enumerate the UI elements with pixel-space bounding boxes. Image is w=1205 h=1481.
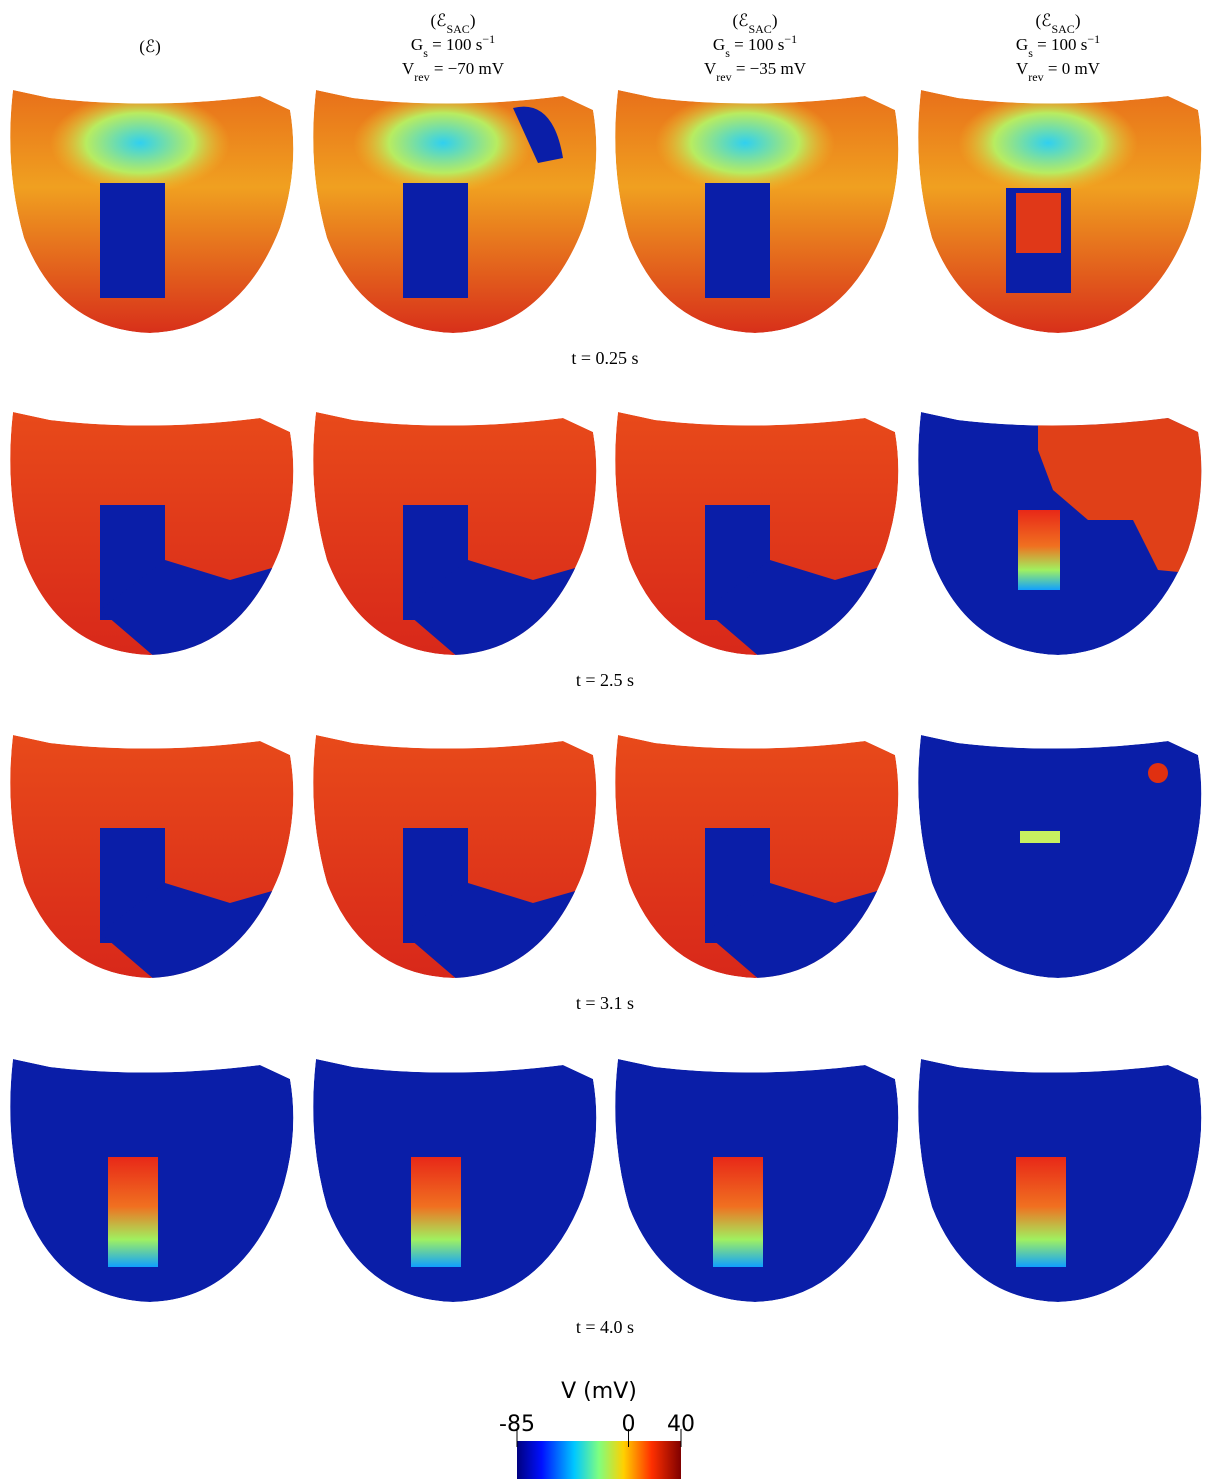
column-header: (ℰ)	[139, 37, 161, 56]
colorbar-tick-label: -85	[499, 1412, 535, 1437]
time-label: t = 3.1 s	[576, 993, 634, 1013]
header-part: G	[713, 35, 725, 54]
colorbar-title: V (mV)	[561, 1379, 637, 1404]
header-part: −1	[1087, 32, 1100, 46]
header-part: rev	[414, 70, 429, 84]
header-part: −1	[784, 32, 797, 46]
header-part: −1	[482, 32, 495, 46]
header-part: )	[470, 11, 476, 30]
heart-panel	[918, 735, 1201, 978]
header-part: rev	[716, 70, 731, 84]
patch-core	[1016, 193, 1061, 253]
column-header: (ℰSAC)	[431, 11, 476, 36]
header-part: = −70 mV	[430, 59, 505, 78]
patch	[1018, 510, 1060, 590]
column-header: Vrev = −35 mV	[704, 59, 807, 84]
time-label: t = 2.5 s	[576, 670, 634, 690]
header-part: (ℰ	[431, 11, 447, 30]
heart-panel	[313, 412, 603, 670]
header-part: = 0 mV	[1044, 59, 1101, 78]
header-part: )	[772, 11, 778, 30]
header-part: (ℰ)	[139, 37, 161, 56]
header-part: SAC	[446, 22, 469, 36]
header-part: V	[1016, 59, 1029, 78]
heart-panel	[313, 1059, 596, 1302]
heart-panel	[918, 1059, 1201, 1302]
column-header: Vrev = 0 mV	[1016, 59, 1101, 84]
wave	[353, 93, 533, 193]
colorbar	[517, 1441, 681, 1479]
header-part: (ℰ	[1036, 11, 1052, 30]
heart-panel	[615, 1059, 898, 1302]
header-part: SAC	[748, 22, 771, 36]
spot	[1020, 831, 1060, 843]
header-part: G	[411, 35, 423, 54]
block	[100, 183, 165, 298]
header-part: rev	[1028, 70, 1043, 84]
heart-panel	[615, 90, 898, 333]
column-header: Gs = 100 s−1	[713, 32, 797, 60]
wave	[958, 93, 1138, 193]
patch	[108, 1157, 158, 1267]
header-part: V	[704, 59, 717, 78]
heart-panel	[10, 1059, 293, 1302]
header-part: = 100 s	[428, 35, 482, 54]
column-header: Vrev = −70 mV	[402, 59, 505, 84]
heart-panel	[10, 90, 293, 333]
wave	[50, 93, 230, 193]
time-label: t = 4.0 s	[576, 1317, 634, 1337]
heart-panel	[918, 410, 1205, 655]
time-label: t = 0.25 s	[571, 348, 638, 368]
patch	[713, 1157, 763, 1267]
heart-panel	[10, 412, 300, 670]
column-header: (ℰSAC)	[1036, 11, 1081, 36]
header-part: SAC	[1051, 22, 1074, 36]
patch	[411, 1157, 461, 1267]
heart-panel	[10, 735, 300, 993]
header-part: )	[1075, 11, 1081, 30]
block	[705, 183, 770, 298]
header-part: (ℰ	[733, 11, 749, 30]
colorbar-tick-label: 40	[667, 1412, 695, 1437]
column-header: (ℰSAC)	[733, 11, 778, 36]
spot	[1148, 763, 1168, 783]
header-part: = 100 s	[730, 35, 784, 54]
patch	[1016, 1157, 1066, 1267]
colorbar-tick-label: 0	[622, 1412, 636, 1437]
header-part: G	[1016, 35, 1028, 54]
heart-panel	[615, 412, 905, 670]
heart-panel	[918, 90, 1201, 333]
header-part: = −35 mV	[732, 59, 807, 78]
wave	[655, 93, 835, 193]
header-part: = 100 s	[1033, 35, 1087, 54]
heart-panel	[313, 735, 603, 993]
block	[403, 183, 468, 298]
figure: (ℰ)(ℰSAC)Gs = 100 s−1Vrev = −70 mV(ℰSAC)…	[0, 0, 1205, 1481]
heart-panel	[313, 90, 596, 333]
header-part: V	[402, 59, 415, 78]
heart-panel	[615, 735, 905, 993]
column-header: Gs = 100 s−1	[411, 32, 495, 60]
column-header: Gs = 100 s−1	[1016, 32, 1100, 60]
